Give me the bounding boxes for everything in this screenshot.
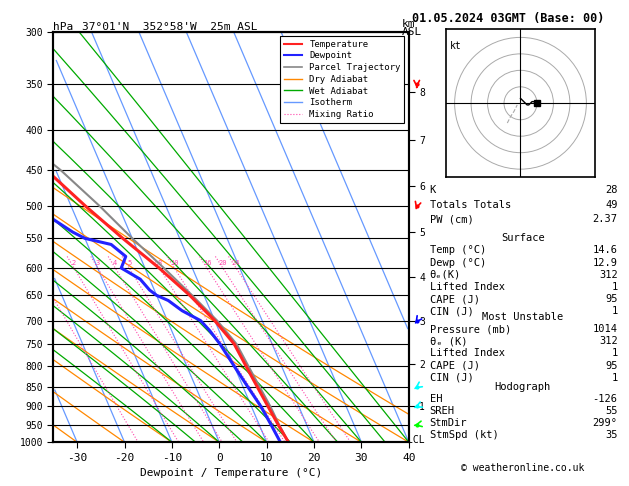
Text: 8: 8 — [157, 260, 162, 266]
Text: 1: 1 — [611, 348, 618, 359]
Text: 95: 95 — [605, 294, 618, 304]
Text: 55: 55 — [605, 406, 618, 416]
Text: 14.6: 14.6 — [593, 245, 618, 256]
Text: Lifted Index: Lifted Index — [430, 348, 504, 359]
Text: 35: 35 — [605, 430, 618, 440]
Text: 01.05.2024 03GMT (Base: 00): 01.05.2024 03GMT (Base: 00) — [412, 12, 604, 25]
Text: StmDir: StmDir — [430, 418, 467, 428]
Text: km: km — [401, 19, 415, 30]
Text: 2.37: 2.37 — [593, 214, 618, 225]
Text: LCL: LCL — [407, 435, 425, 446]
Text: 37°01'N  352°58'W  25m ASL: 37°01'N 352°58'W 25m ASL — [82, 22, 257, 32]
Text: 2: 2 — [72, 260, 76, 266]
Text: 1: 1 — [611, 373, 618, 383]
Text: θₑ(K): θₑ(K) — [430, 270, 461, 280]
Text: Most Unstable: Most Unstable — [482, 312, 564, 322]
Text: 3: 3 — [96, 260, 100, 266]
Text: Totals Totals: Totals Totals — [430, 200, 511, 210]
Text: K: K — [430, 185, 436, 195]
Text: StmSpd (kt): StmSpd (kt) — [430, 430, 498, 440]
Text: 24: 24 — [232, 260, 240, 266]
X-axis label: Dewpoint / Temperature (°C): Dewpoint / Temperature (°C) — [140, 468, 322, 478]
Text: EH: EH — [430, 394, 442, 404]
Text: Temp (°C): Temp (°C) — [430, 245, 486, 256]
Text: 12.9: 12.9 — [593, 258, 618, 268]
Text: CAPE (J): CAPE (J) — [430, 294, 479, 304]
Text: PW (cm): PW (cm) — [430, 214, 474, 225]
Text: ASL: ASL — [401, 27, 421, 37]
Text: SREH: SREH — [430, 406, 455, 416]
Text: Lifted Index: Lifted Index — [430, 282, 504, 292]
Text: 95: 95 — [605, 361, 618, 371]
Text: CIN (J): CIN (J) — [430, 306, 474, 316]
Text: Dewp (°C): Dewp (°C) — [430, 258, 486, 268]
Text: 299°: 299° — [593, 418, 618, 428]
Text: 1: 1 — [611, 306, 618, 316]
Text: 10: 10 — [170, 260, 179, 266]
Text: © weatheronline.co.uk: © weatheronline.co.uk — [461, 463, 584, 473]
Text: θₑ (K): θₑ (K) — [430, 336, 467, 347]
Text: hPa: hPa — [53, 22, 74, 32]
Text: Surface: Surface — [501, 233, 545, 243]
Legend: Temperature, Dewpoint, Parcel Trajectory, Dry Adiabat, Wet Adiabat, Isotherm, Mi: Temperature, Dewpoint, Parcel Trajectory… — [281, 36, 404, 122]
Text: -126: -126 — [593, 394, 618, 404]
Text: 20: 20 — [219, 260, 227, 266]
Text: 312: 312 — [599, 270, 618, 280]
Text: 1014: 1014 — [593, 324, 618, 334]
Text: Hodograph: Hodograph — [494, 382, 551, 392]
Text: CIN (J): CIN (J) — [430, 373, 474, 383]
Text: kt: kt — [450, 41, 462, 51]
Text: 49: 49 — [605, 200, 618, 210]
Text: 312: 312 — [599, 336, 618, 347]
Text: 28: 28 — [605, 185, 618, 195]
Text: CAPE (J): CAPE (J) — [430, 361, 479, 371]
Text: 5: 5 — [127, 260, 131, 266]
Text: 1: 1 — [611, 282, 618, 292]
Text: Pressure (mb): Pressure (mb) — [430, 324, 511, 334]
Text: 16: 16 — [203, 260, 211, 266]
Text: 4: 4 — [113, 260, 118, 266]
